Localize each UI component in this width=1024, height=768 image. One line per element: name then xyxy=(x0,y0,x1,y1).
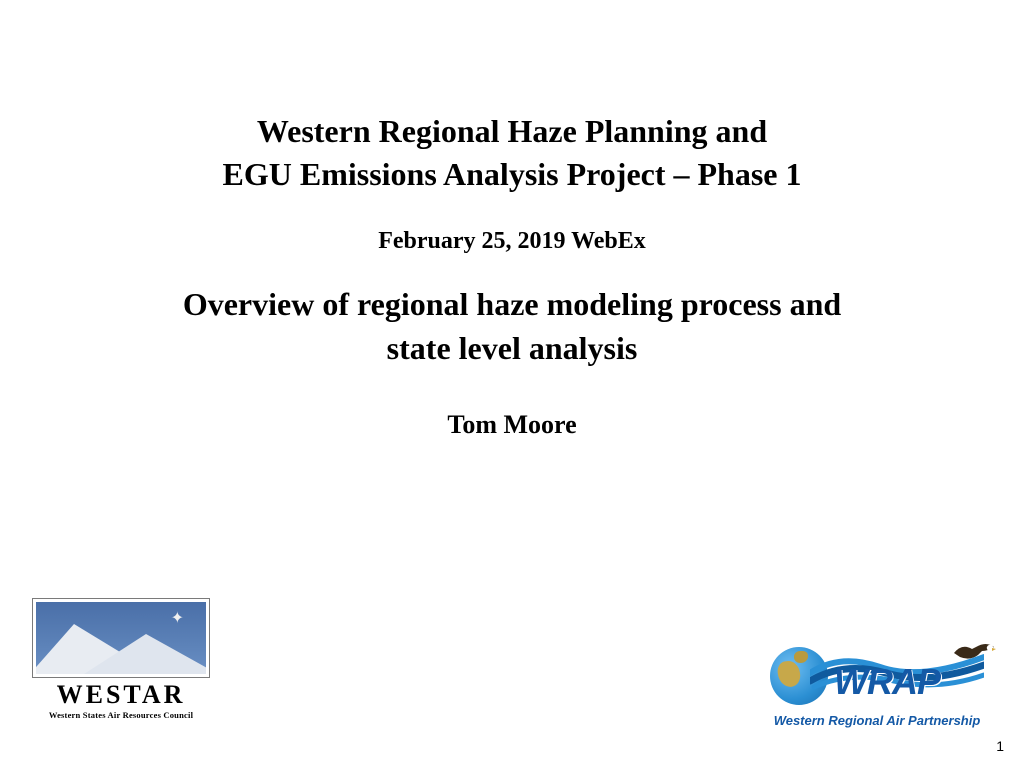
author-name: Tom Moore xyxy=(0,410,1024,440)
slide-content: Western Regional Haze Planning and EGU E… xyxy=(0,110,1024,440)
wrap-subtitle: Western Regional Air Partnership xyxy=(762,713,992,728)
wrap-logo: WRAP Western Regional Air Partnership xyxy=(762,641,992,728)
westar-sky-graphic: ✦ xyxy=(36,602,206,674)
eagle-icon xyxy=(952,639,996,665)
overview-line-1: Overview of regional haze modeling proce… xyxy=(60,283,964,326)
westar-name-text: WESTAR xyxy=(32,680,210,710)
wrap-graphic: WRAP xyxy=(762,641,992,715)
westar-logo-frame: ✦ xyxy=(32,598,210,678)
date-line: February 25, 2019 WebEx xyxy=(0,228,1024,255)
wrap-acronym: WRAP xyxy=(834,661,940,703)
overview-line-2: state level analysis xyxy=(60,327,964,370)
mountain-icon xyxy=(84,634,206,674)
westar-subtitle: Western States Air Resources Council xyxy=(32,710,210,720)
title-line-2: EGU Emissions Analysis Project – Phase 1 xyxy=(0,153,1024,196)
westar-logo: ✦ WESTAR Western States Air Resources Co… xyxy=(32,598,210,720)
title-line-1: Western Regional Haze Planning and xyxy=(0,110,1024,153)
overview-block: Overview of regional haze modeling proce… xyxy=(0,283,1024,369)
page-number: 1 xyxy=(996,738,1004,754)
star-icon: ✦ xyxy=(171,608,184,628)
